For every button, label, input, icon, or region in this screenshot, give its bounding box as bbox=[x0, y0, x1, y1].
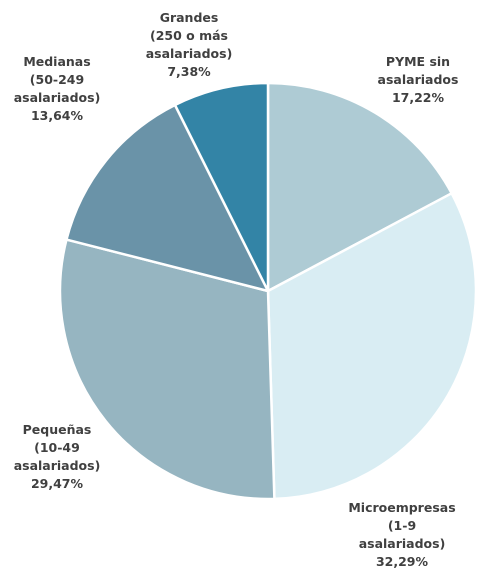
slice-label-5: Grandes (250 o más asalariados) 7,38% bbox=[146, 10, 233, 79]
slice-value-label: 32,29% bbox=[376, 554, 429, 569]
slice-name-line: Microempresas bbox=[348, 500, 455, 515]
pie-slice-3 bbox=[58, 238, 276, 501]
slice-name-line: asalariados) bbox=[14, 90, 101, 105]
slice-name-line: (250 o más bbox=[150, 28, 228, 43]
slice-name-line: asalariados) bbox=[14, 458, 101, 473]
pie-labels: PYME sin asalariados 17,22% Microempresas (1… bbox=[14, 10, 459, 569]
slice-label-4: Medianas (50-249 asalariados) 13,64% bbox=[14, 54, 101, 123]
slice-name-line: Grandes bbox=[160, 10, 219, 25]
pie-slice-2 bbox=[266, 192, 478, 501]
slice-name-line: asalariados) bbox=[146, 46, 233, 61]
pie-slice-1 bbox=[266, 81, 453, 293]
pie-slices bbox=[58, 81, 478, 501]
slice-value-label: 13,64% bbox=[31, 108, 84, 123]
slice-name-line: Pequeñas bbox=[23, 422, 92, 437]
slice-label-3: Pequeñas (10-49 asalariados) 29,47% bbox=[14, 422, 101, 491]
slice-name-line: asalariados bbox=[378, 72, 459, 87]
slice-label-1: PYME sin asalariados 17,22% bbox=[378, 54, 459, 105]
slice-name-line: Medianas bbox=[23, 54, 90, 69]
pie-slice-4 bbox=[65, 103, 270, 293]
slice-name-line: PYME sin bbox=[386, 54, 450, 69]
slice-value-label: 17,22% bbox=[392, 90, 445, 105]
pie-slice-5 bbox=[173, 81, 270, 293]
slice-name-line: (10-49 bbox=[34, 440, 80, 455]
slice-value-label: 7,38% bbox=[167, 64, 211, 79]
slice-name-line: asalariados) bbox=[359, 536, 446, 551]
slice-value-label: 29,47% bbox=[31, 476, 84, 491]
slice-name-line: (50-249 bbox=[30, 72, 84, 87]
slice-name-line: (1-9 bbox=[388, 518, 416, 533]
slice-label-2: Microempresas (1-9 asalariados) 32,29% bbox=[348, 500, 455, 569]
